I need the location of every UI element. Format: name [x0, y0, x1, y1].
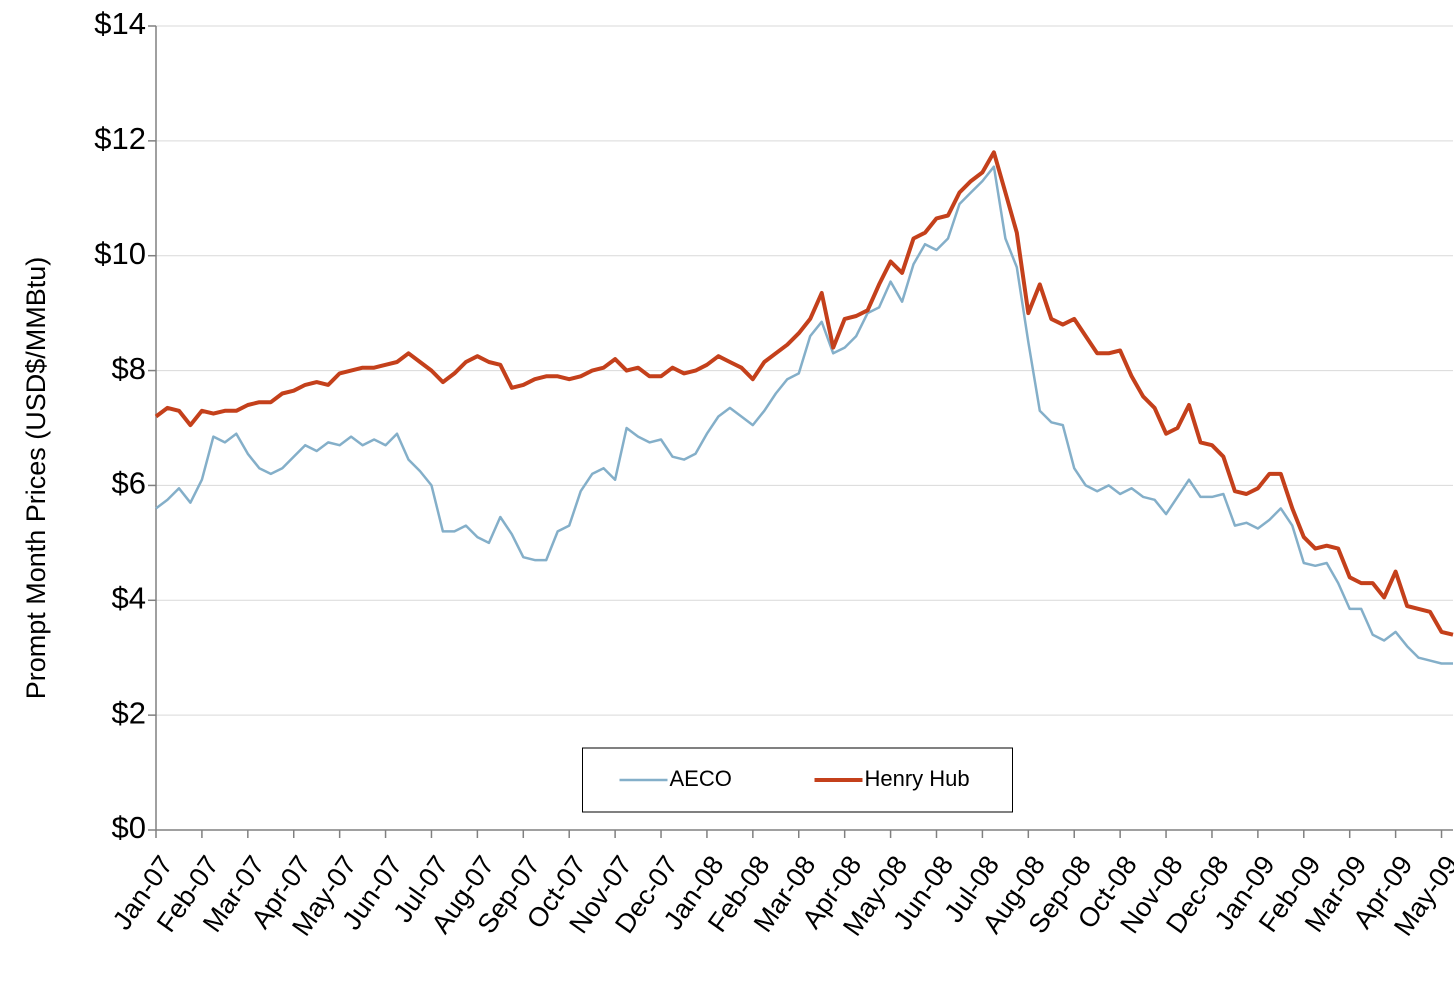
y-tick-label: $10: [94, 236, 146, 271]
y-tick-label: $0: [112, 810, 146, 845]
legend-label: Henry Hub: [865, 766, 970, 791]
y-tick-label: $2: [112, 695, 146, 730]
y-tick-label: $14: [94, 6, 146, 41]
series-line: [154, 150, 1454, 637]
y-tick-label: $4: [112, 580, 146, 615]
legend-label: AECO: [670, 766, 732, 791]
y-axis-title: Prompt Month Prices (USD$/MMBtu): [21, 257, 51, 700]
y-tick-label: $12: [94, 121, 146, 156]
series-line: [155, 165, 1453, 665]
y-tick-label: $6: [112, 466, 146, 501]
y-tick-label: $8: [112, 351, 146, 386]
